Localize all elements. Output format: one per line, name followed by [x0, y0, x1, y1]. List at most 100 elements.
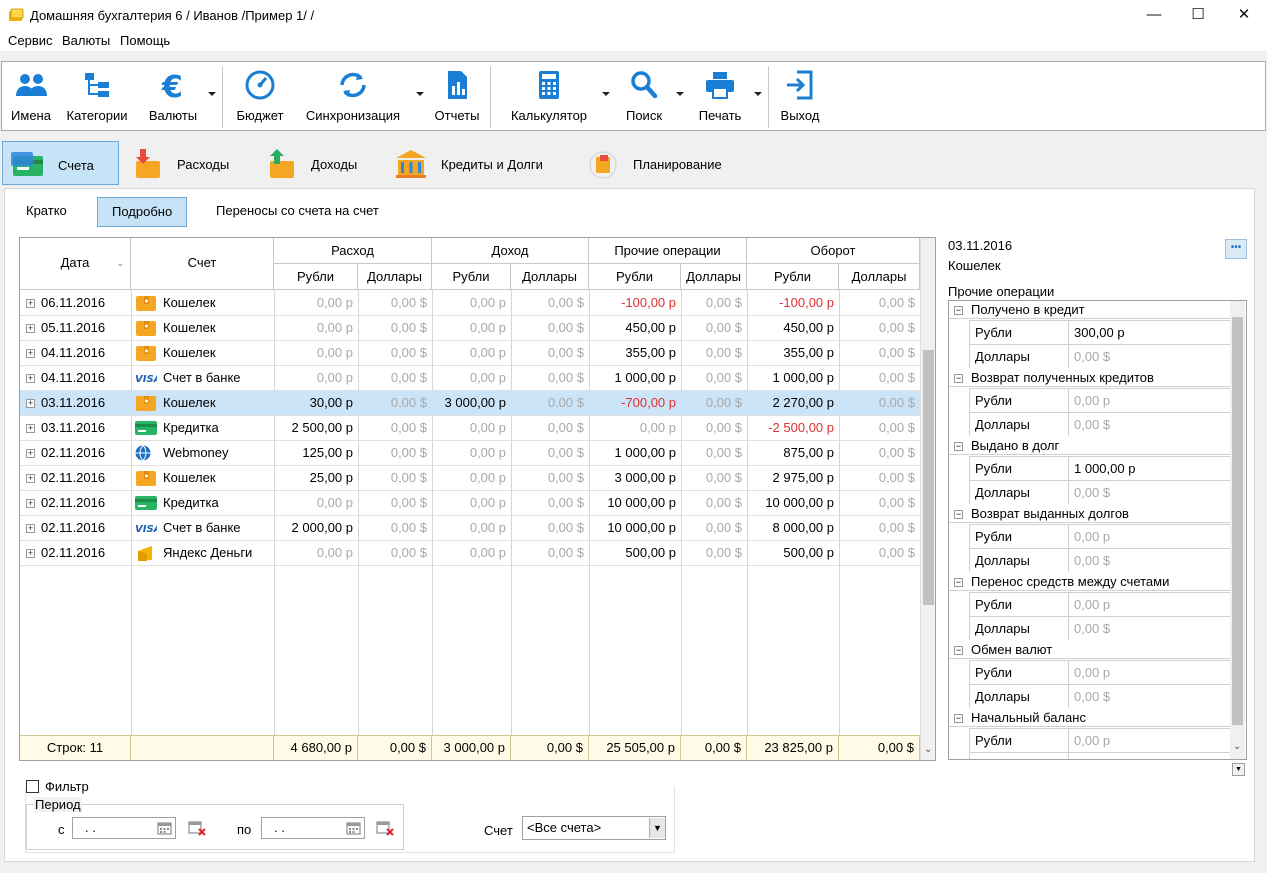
details-rub-value[interactable]: 0,00 р [1074, 393, 1111, 408]
collapse-group-icon[interactable]: − [954, 645, 963, 655]
calculator-dropdown-arrow[interactable] [602, 92, 610, 96]
details-usd-value[interactable]: 0,00 $ [1074, 689, 1111, 704]
details-usd-value[interactable] [1070, 753, 1230, 759]
table-row[interactable]: +03.11.2016 Кредитка 2 500,00 р 0,00 $ 0,00 … [20, 416, 920, 441]
table-row[interactable]: +02.11.2016 Яндекс Деньги 0,00 р 0,00 $ 0,00… [20, 541, 920, 566]
details-usd-value[interactable]: 0,00 $ [1074, 621, 1111, 636]
print-dropdown-arrow[interactable] [754, 92, 762, 96]
details-rub-value[interactable]: 300,00 р [1074, 325, 1125, 340]
exit-button[interactable]: Выход [774, 62, 826, 130]
expand-row-icon[interactable]: + [26, 323, 35, 333]
table-row[interactable]: +03.11.2016 Кошелек 30,00 р 0,00 $ 3 000,00 … [20, 391, 920, 416]
sync-button[interactable]: Синхронизация [298, 62, 408, 130]
details-scrollbar-thumb[interactable] [1232, 317, 1243, 725]
chevron-down-icon[interactable]: ▼ [649, 818, 665, 838]
date-to-input[interactable]: . . [261, 817, 365, 839]
column-header-account[interactable]: Счет [131, 238, 274, 290]
details-usd-value[interactable]: 0,00 $ [1074, 349, 1111, 364]
scroll-down-arrow-icon[interactable]: ⌄ [1233, 741, 1242, 752]
more-options-button[interactable]: ••• [1225, 239, 1247, 259]
scroll-down-arrow-icon[interactable]: ⌄ [924, 744, 933, 755]
expand-row-icon[interactable]: + [26, 348, 35, 358]
details-usd-value[interactable]: 0,00 $ [1074, 485, 1111, 500]
print-button[interactable]: Печать [690, 62, 750, 130]
column-header-expense-rub[interactable]: Рубли [274, 264, 358, 290]
expand-row-icon[interactable]: + [26, 498, 35, 508]
menu-help[interactable]: Помощь [120, 33, 171, 48]
search-button[interactable]: Поиск [616, 62, 672, 130]
account-select[interactable]: <Все счета> ▼ [522, 816, 666, 840]
details-group[interactable]: − Обмен валют [949, 641, 1230, 659]
expand-row-icon[interactable]: + [26, 473, 35, 483]
collapse-down-icon[interactable]: ▼ [1232, 763, 1245, 776]
grid-vertical-scrollbar[interactable]: ⌄ [920, 238, 935, 760]
details-group[interactable]: − Перенос средств между счетами [949, 573, 1230, 591]
scrollbar-thumb[interactable] [923, 350, 934, 605]
calendar-icon[interactable] [346, 821, 361, 835]
collapse-group-icon[interactable]: − [954, 577, 963, 587]
column-header-other-usd[interactable]: Доллары [681, 264, 747, 290]
close-button[interactable]: ✕ [1237, 6, 1251, 23]
details-rub-value[interactable]: 0,00 р [1074, 597, 1111, 612]
collapse-group-icon[interactable]: − [954, 713, 963, 723]
minimize-button[interactable]: — [1146, 6, 1162, 23]
categories-button[interactable]: Категории [60, 62, 134, 130]
details-rub-value[interactable]: 0,00 р [1074, 665, 1111, 680]
column-header-other-rub[interactable]: Рубли [589, 264, 681, 290]
details-rub-value[interactable]: 0,00 р [1074, 733, 1111, 748]
clear-date-to-icon[interactable] [376, 820, 394, 836]
column-header-turnover-rub[interactable]: Рубли [747, 264, 839, 290]
details-group[interactable]: − Выдано в долг [949, 437, 1230, 455]
expand-row-icon[interactable]: + [26, 423, 35, 433]
tab-expenses[interactable]: Расходы [122, 141, 242, 185]
expand-row-icon[interactable]: + [26, 398, 35, 408]
collapse-group-icon[interactable]: − [954, 373, 963, 383]
table-row[interactable]: +02.11.2016 VISA Счет в банке 2 000,00 р 0,0… [20, 516, 920, 541]
table-row[interactable]: +06.11.2016 Кошелек 0,00 р 0,00 $ 0,00 р 0,00… [20, 291, 920, 316]
tab-credits-debts[interactable]: Кредиты и Долги [386, 141, 566, 185]
subtab-detailed[interactable]: Подробно [97, 197, 188, 227]
details-usd-value[interactable]: 0,00 $ [1074, 553, 1111, 568]
calculator-button[interactable]: Калькулятор [500, 62, 598, 130]
expand-row-icon[interactable]: + [26, 373, 35, 383]
column-header-date[interactable]: Дата ⌄ [20, 238, 131, 290]
menu-currencies[interactable]: Валюты [62, 33, 111, 48]
details-rub-value[interactable]: 0,00 р [1074, 529, 1111, 544]
expand-row-icon[interactable]: + [26, 298, 35, 308]
column-header-expense-usd[interactable]: Доллары [358, 264, 432, 290]
date-from-input[interactable]: . . [72, 817, 176, 839]
details-group[interactable]: − Получено в кредит [949, 301, 1230, 319]
details-usd-value[interactable]: 0,00 $ [1074, 417, 1111, 432]
expand-row-icon[interactable]: + [26, 448, 35, 458]
details-rub-value[interactable]: 1 000,00 р [1074, 461, 1136, 476]
collapse-group-icon[interactable]: − [954, 305, 963, 315]
tab-income[interactable]: Доходы [256, 141, 376, 185]
subtab-brief[interactable]: Кратко [26, 203, 67, 218]
budget-button[interactable]: Бюджет [228, 62, 292, 130]
tab-accounts[interactable]: Счета [2, 141, 119, 185]
column-header-income-rub[interactable]: Рубли [432, 264, 511, 290]
details-scrollbar[interactable]: ⌄ [1230, 301, 1245, 759]
table-row[interactable]: +05.11.2016 Кошелек 0,00 р 0,00 $ 0,00 р 0,00… [20, 316, 920, 341]
column-header-turnover-usd[interactable]: Доллары [839, 264, 920, 290]
table-row[interactable]: +02.11.2016 Webmoney 125,00 р 0,00 $ 0,00 р 0… [20, 441, 920, 466]
tab-planning[interactable]: Планирование [578, 141, 748, 185]
filter-checkbox[interactable] [26, 780, 39, 793]
currencies-dropdown-arrow[interactable] [208, 92, 216, 96]
column-header-income-usd[interactable]: Доллары [511, 264, 589, 290]
calendar-icon[interactable] [157, 821, 172, 835]
details-group[interactable]: − Возврат полученных кредитов [949, 369, 1230, 387]
reports-button[interactable]: Отчеты [430, 62, 484, 130]
expand-row-icon[interactable]: + [26, 523, 35, 533]
menu-service[interactable]: Сервис [8, 33, 53, 48]
clear-date-from-icon[interactable] [188, 820, 206, 836]
expand-row-icon[interactable]: + [26, 548, 35, 558]
maximize-button[interactable]: ☐ [1191, 6, 1205, 23]
details-group[interactable]: − Начальный баланс [949, 709, 1230, 727]
subtab-transfers[interactable]: Переносы со счета на счет [216, 203, 379, 218]
sync-dropdown-arrow[interactable] [416, 92, 424, 96]
table-row[interactable]: +04.11.2016 VISA Счет в банке 0,00 р 0,00 $ 0… [20, 366, 920, 391]
table-row[interactable]: +02.11.2016 Кошелек 25,00 р 0,00 $ 0,00 р 0,0… [20, 466, 920, 491]
search-dropdown-arrow[interactable] [676, 92, 684, 96]
details-group[interactable]: − Возврат выданных долгов [949, 505, 1230, 523]
